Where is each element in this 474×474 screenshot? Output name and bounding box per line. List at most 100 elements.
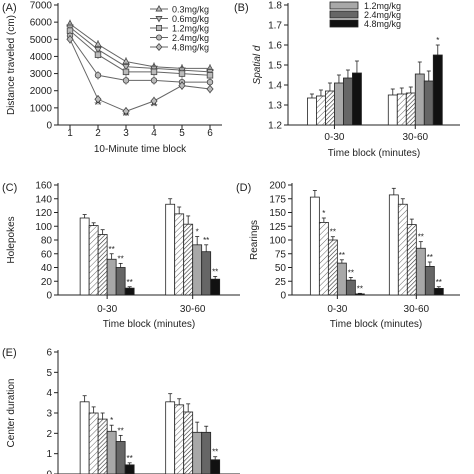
bar — [97, 234, 108, 296]
data-point — [150, 77, 158, 84]
bar — [124, 464, 135, 474]
y-tick-label: 4 — [46, 388, 52, 399]
bar — [405, 92, 416, 126]
data-point — [206, 84, 214, 94]
bar — [433, 287, 444, 296]
data-point — [122, 68, 130, 76]
bar — [192, 244, 203, 296]
significance-mark: ** — [109, 245, 115, 254]
data-point — [122, 64, 130, 71]
bar — [432, 54, 443, 126]
x-axis-label: 10-Minute time block — [94, 144, 187, 155]
y-tick-label: 140 — [35, 194, 52, 205]
bar — [352, 72, 362, 126]
y-tick-label: 1.7 — [268, 21, 282, 32]
data-point — [206, 72, 214, 79]
panel-tag: (C) — [2, 182, 17, 194]
bar — [115, 267, 126, 296]
bar — [183, 411, 194, 474]
bar — [345, 279, 356, 296]
significance-mark: ** — [330, 228, 336, 237]
y-tick-label: 40 — [41, 263, 53, 274]
bar — [165, 401, 176, 474]
significance-mark: ** — [357, 284, 363, 293]
bar — [336, 262, 347, 296]
y-tick-label: 100 — [35, 222, 52, 233]
bar — [325, 90, 335, 126]
significance-mark: ** — [122, 111, 130, 121]
y-tick-label: 150 — [269, 208, 286, 219]
bar — [106, 430, 117, 474]
y-tick-label: 6 — [46, 348, 52, 359]
x-tick-label: 1 — [67, 128, 73, 139]
legend-label: 0.6mg/kg — [172, 14, 209, 24]
y-tick-label: 100 — [269, 236, 286, 247]
y-tick-label: 6000 — [30, 18, 53, 29]
series-line — [69, 30, 211, 76]
bar — [387, 94, 398, 126]
significance-mark: ** — [212, 267, 218, 276]
y-tick-label: 200 — [269, 181, 286, 192]
y-tick-label: 1.5 — [268, 61, 282, 72]
data-point — [94, 46, 102, 54]
x-tick-label: 4 — [151, 128, 157, 139]
y-tick-label: 3 — [46, 409, 52, 420]
y-tick-label: 1.3 — [268, 101, 282, 112]
legend-swatch — [329, 10, 359, 19]
y-tick-label: 2000 — [30, 86, 53, 97]
bar — [174, 404, 185, 474]
x-tick-label: 30-60 — [404, 304, 430, 315]
data-point — [94, 95, 102, 104]
y-tick-label: 2 — [46, 429, 52, 440]
series-line — [69, 39, 211, 112]
series-line — [69, 23, 210, 69]
x-axis-label: Time block (minutes) — [330, 319, 422, 330]
legend-swatch — [329, 19, 359, 28]
significance-mark: * — [110, 416, 113, 425]
data-point — [178, 81, 186, 90]
significance-mark: ** — [427, 253, 433, 262]
significance-mark: ** — [418, 233, 424, 242]
panel-c-holepokes-chart: 0 20 40 60 80 100 120 140 160 (C) Holepokes Time bl… — [2, 181, 240, 330]
bar — [88, 412, 99, 474]
data-point — [122, 77, 130, 84]
bar — [201, 431, 212, 474]
y-tick-label: 1.4 — [268, 81, 282, 92]
bar — [201, 251, 212, 296]
data-point — [122, 107, 130, 116]
x-tick-label: 5 — [179, 128, 185, 139]
legend-marker — [155, 16, 163, 23]
y-tick-label: 1.8 — [268, 1, 282, 12]
y-tick-label: 3000 — [30, 69, 53, 80]
x-tick-label: 0-30 — [327, 304, 347, 315]
bar — [415, 247, 426, 296]
bar — [307, 97, 317, 126]
legend-label: 1.2mg/kg — [364, 1, 401, 11]
y-tick-label: 7000 — [30, 1, 53, 12]
bar — [210, 459, 221, 474]
y-tick-label: 25 — [275, 277, 287, 288]
y-axis-label: Rearings — [249, 220, 260, 260]
bar — [79, 401, 90, 474]
data-point — [206, 78, 214, 86]
y-tick-label: 160 — [35, 181, 52, 192]
x-tick-label: 30-60 — [180, 304, 206, 315]
bar — [318, 221, 329, 296]
legend-label: 2.4mg/kg — [364, 10, 401, 20]
bar — [316, 95, 326, 126]
y-tick-label: 1.2 — [268, 121, 282, 132]
y-tick-label: 0 — [46, 121, 52, 132]
bar — [327, 239, 338, 296]
panel-e-center-duration-chart: 0123456(E)Center duration******* — [2, 347, 240, 474]
x-axis-label: Time block (minutes) — [103, 319, 195, 330]
panel-tag: (A) — [2, 2, 17, 14]
bar — [165, 203, 176, 296]
data-point — [66, 35, 74, 44]
legend-marker — [155, 24, 162, 31]
y-axis-label: Center duration — [6, 379, 17, 448]
data-point — [94, 51, 102, 58]
series-line — [69, 26, 211, 73]
significance-mark: ** — [212, 448, 218, 457]
bar — [414, 73, 425, 126]
